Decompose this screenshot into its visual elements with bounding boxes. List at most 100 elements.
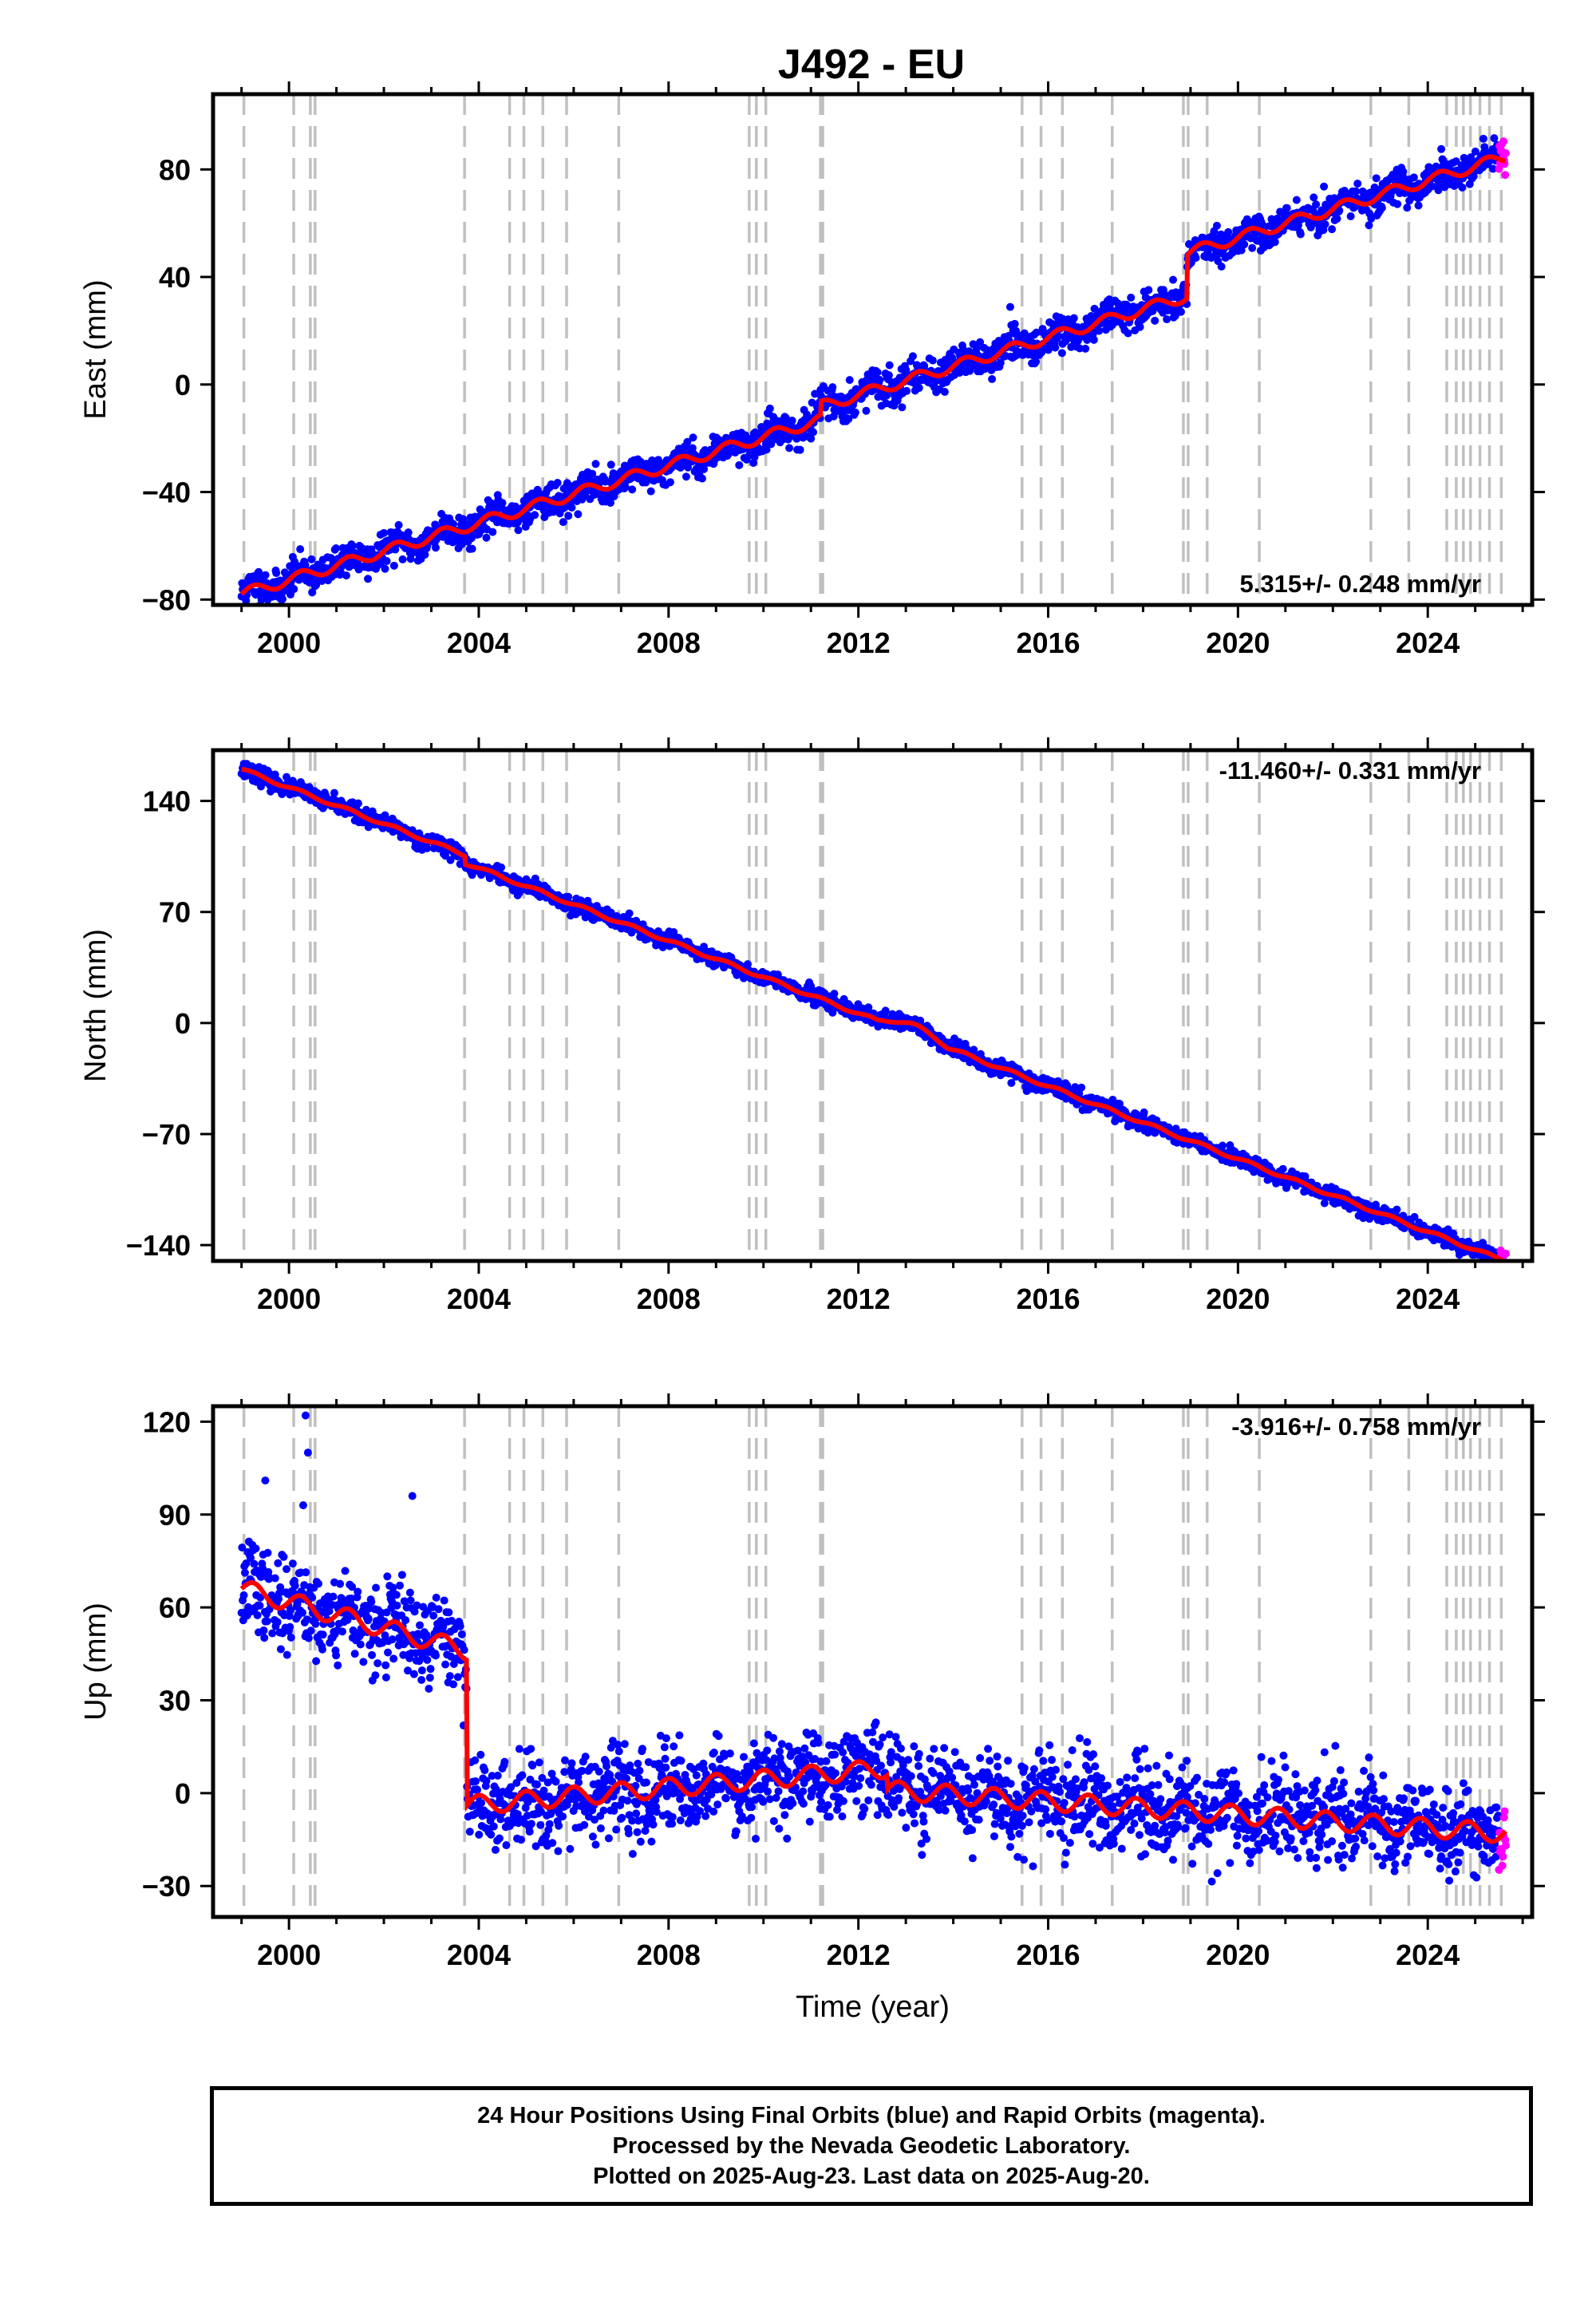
data-point — [304, 1634, 313, 1642]
data-point — [1320, 182, 1329, 191]
data-point — [1169, 275, 1178, 284]
data-point — [290, 585, 298, 594]
data-point — [1069, 314, 1078, 322]
data-point — [1372, 174, 1381, 183]
data-point — [393, 1601, 401, 1610]
data-point — [288, 1559, 297, 1568]
data-point — [488, 528, 497, 536]
data-point — [1310, 193, 1318, 202]
data-point — [397, 1571, 406, 1579]
data-point — [1333, 215, 1341, 223]
data-point — [559, 518, 567, 527]
data-point — [564, 512, 573, 520]
data-point — [851, 408, 859, 417]
rapid-point — [1499, 137, 1508, 146]
data-point — [1489, 164, 1498, 173]
data-point — [881, 1006, 890, 1015]
x-tick-label: 2012 — [827, 1282, 891, 1315]
data-point — [765, 404, 774, 413]
data-point — [240, 1568, 249, 1577]
plot-frame — [211, 92, 1535, 607]
y-tick-label: 80 — [159, 153, 191, 186]
data-point — [1010, 319, 1019, 328]
data-point — [996, 358, 1005, 367]
data-point — [398, 555, 407, 563]
data-point — [862, 406, 871, 415]
data-point — [972, 344, 981, 353]
data-point — [1490, 134, 1499, 143]
data-point — [1328, 225, 1337, 234]
data-point — [803, 412, 812, 421]
data-point — [372, 1583, 381, 1592]
x-tick-label: 2004 — [447, 1282, 511, 1315]
data-point — [684, 463, 693, 472]
data-point — [318, 1645, 326, 1654]
data-point — [712, 961, 721, 970]
data-point — [384, 1648, 393, 1657]
data-point — [807, 434, 816, 443]
data-point — [279, 1552, 288, 1561]
data-point — [1151, 316, 1159, 325]
model-line — [239, 154, 1507, 596]
data-point — [1053, 332, 1062, 341]
data-point — [255, 1601, 264, 1610]
data-point — [371, 1671, 380, 1680]
data-point — [1057, 349, 1066, 358]
rapid-point — [1500, 1266, 1508, 1274]
data-point — [350, 1650, 359, 1658]
x-tick-label: 2012 — [827, 626, 891, 659]
data-point — [811, 389, 820, 398]
data-point — [468, 871, 476, 879]
rapid-point — [1501, 1266, 1509, 1274]
data-point — [260, 1634, 269, 1642]
data-point — [274, 1559, 282, 1567]
data-point — [421, 550, 429, 559]
data-point — [318, 1630, 327, 1639]
data-point — [1144, 286, 1153, 294]
y-tick-label: 40 — [159, 261, 191, 294]
x-tick-label: 2000 — [257, 626, 321, 659]
data-point — [697, 474, 706, 483]
data-point — [830, 990, 839, 998]
data-point — [364, 575, 373, 583]
data-point — [354, 799, 362, 808]
data-point — [341, 1567, 350, 1575]
data-point — [286, 1622, 294, 1631]
chart-title: J492 - EU — [778, 41, 965, 88]
data-point — [273, 1618, 282, 1626]
data-point — [915, 384, 923, 393]
data-point — [497, 863, 506, 871]
rapid-point — [1501, 1249, 1510, 1258]
data-point — [388, 1635, 397, 1644]
data-point — [336, 1579, 345, 1588]
data-point — [359, 1658, 368, 1666]
x-tick-label: 2016 — [1016, 626, 1080, 659]
x-tick-label: 2000 — [257, 1282, 321, 1315]
model-line — [241, 766, 1507, 1261]
x-tick-label: 2020 — [1206, 1282, 1270, 1315]
data-point — [681, 472, 690, 481]
x-tick-label: 2024 — [1396, 1282, 1460, 1315]
data-point — [1393, 1205, 1401, 1214]
data-point — [446, 856, 455, 864]
x-tick-label: 2004 — [447, 626, 511, 659]
data-point — [845, 376, 854, 385]
data-point — [382, 557, 391, 566]
data-point — [1377, 204, 1386, 212]
x-tick-label: 2008 — [637, 1282, 701, 1315]
data-point — [903, 386, 911, 395]
data-point — [272, 569, 281, 578]
data-point — [1353, 180, 1362, 188]
data-point — [1393, 200, 1402, 208]
data-point — [625, 909, 634, 918]
data-point — [306, 1626, 315, 1635]
data-point — [394, 520, 403, 529]
data-point — [271, 1574, 279, 1583]
y-tick-label: −80 — [142, 583, 191, 616]
y-tick-label: 140 — [143, 785, 191, 818]
data-point — [239, 1591, 248, 1599]
data-point — [683, 437, 692, 446]
data-point — [1127, 293, 1136, 302]
data-point — [884, 371, 893, 380]
